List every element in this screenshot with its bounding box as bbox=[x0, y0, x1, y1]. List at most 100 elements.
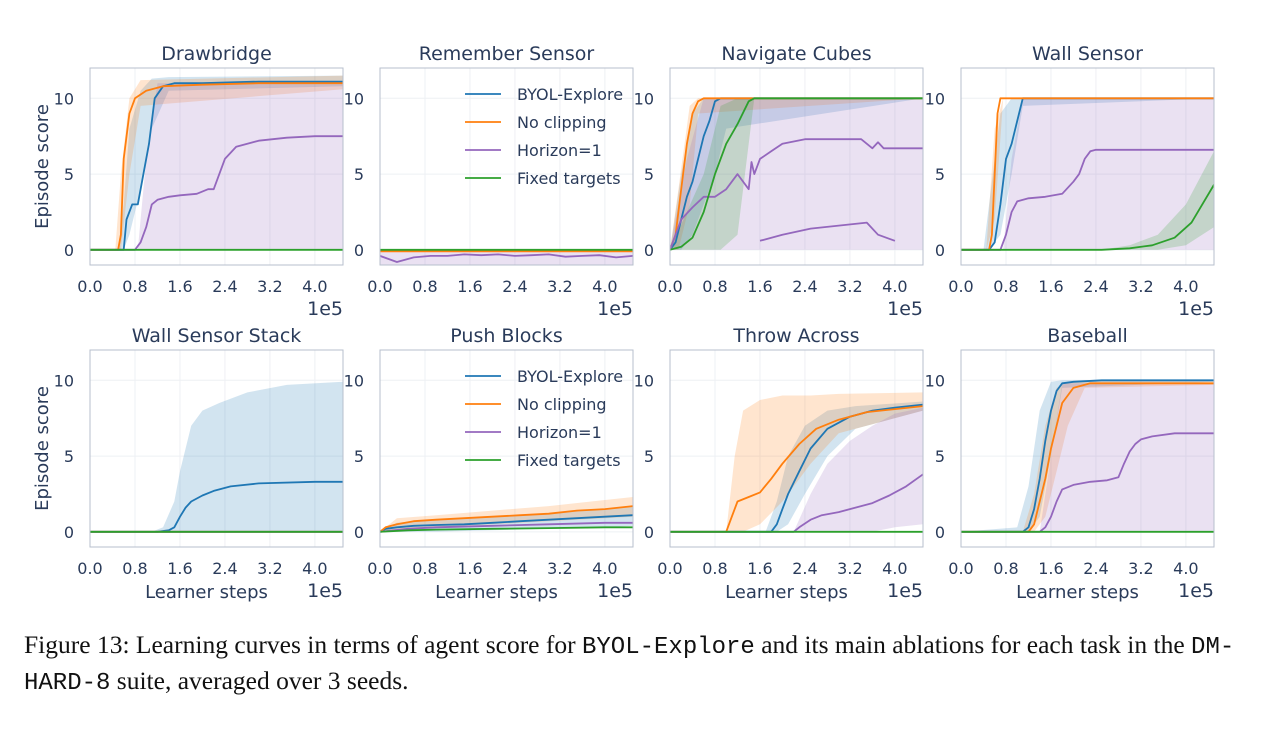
chart-panel-6: Push Blocks 0 5 10 0.0 0.8 1.6 2.4 3.2 4.0 1e5 Lear… bbox=[344, 325, 634, 603]
figure-caption: Figure 13: Learning curves in terms of a… bbox=[24, 628, 1246, 700]
band-byol-explore bbox=[961, 98, 1214, 250]
x-tick-label: 0.0 bbox=[657, 277, 682, 296]
legend-label: Horizon=1 bbox=[517, 141, 602, 160]
x-tick-label: 2.4 bbox=[792, 559, 817, 578]
x-tick-label: 3.2 bbox=[837, 277, 862, 296]
band-horizon-1 bbox=[670, 98, 923, 250]
series-line-byol-explore bbox=[670, 403, 923, 533]
plot-frame bbox=[960, 349, 1215, 548]
caption-code-byol: BYOL-Explore bbox=[582, 634, 755, 661]
x-tick-label: 2.4 bbox=[502, 277, 527, 296]
x-tick-label: 1.6 bbox=[747, 277, 772, 296]
chart-panel-7: Throw Across 0 5 10 0.0 0.8 1.6 2.4 3.2 4.0 1e5 Lea… bbox=[634, 325, 924, 603]
series-line-horizon-1 bbox=[380, 253, 633, 263]
x-tick-label: 2.4 bbox=[212, 277, 237, 296]
x-tick-label: 0.0 bbox=[948, 559, 973, 578]
y-tick-label: 5 bbox=[64, 447, 74, 466]
y-tick-label: 10 bbox=[344, 371, 364, 390]
x-tick-label: 2.4 bbox=[212, 559, 237, 578]
band-fixed-targets bbox=[961, 151, 1214, 250]
y-tick-label: 5 bbox=[644, 165, 654, 184]
x-tick-label: 1.6 bbox=[457, 559, 482, 578]
series-line-horizon-1 bbox=[90, 135, 343, 251]
y-tick-label: 5 bbox=[354, 447, 364, 466]
y-tick-label: 0 bbox=[644, 241, 654, 260]
band-horizon-1 bbox=[961, 383, 1214, 532]
band-horizon-1 bbox=[90, 83, 343, 250]
x-tick-label: 1.6 bbox=[1038, 559, 1063, 578]
y-axis-label: Episode score bbox=[32, 104, 53, 229]
x-tick-label: 0.8 bbox=[122, 559, 147, 578]
series-line-fixed-targets bbox=[380, 526, 633, 533]
caption-text-1: Figure 13: Learning curves in terms of a… bbox=[24, 630, 582, 659]
y-tick-label: 5 bbox=[64, 165, 74, 184]
y-tick-label: 5 bbox=[354, 165, 364, 184]
y-tick-label: 10 bbox=[925, 371, 945, 390]
legend-label: No clipping bbox=[517, 113, 607, 132]
chart-panel-1: Drawbridge 0 5 10 0.0 0.8 1.6 2.4 3.2 4.0 1e5 Episo… bbox=[32, 43, 344, 320]
x-tick-label: 0.8 bbox=[993, 559, 1018, 578]
x-scale-label: 1e5 bbox=[307, 298, 343, 320]
series-line-no-clipping bbox=[961, 382, 1214, 533]
band-byol-explore bbox=[90, 381, 343, 532]
x-scale-label: 1e5 bbox=[1178, 298, 1214, 320]
band-no-clipping bbox=[670, 392, 923, 532]
band-horizon-1 bbox=[961, 98, 1214, 250]
x-tick-label: 0.8 bbox=[993, 277, 1018, 296]
x-axis-label: Learner steps bbox=[145, 582, 268, 603]
x-tick-label: 4.0 bbox=[1173, 277, 1198, 296]
y-tick-label: 0 bbox=[64, 523, 74, 542]
x-tick-label: 2.4 bbox=[792, 277, 817, 296]
x-tick-label: 3.2 bbox=[257, 277, 282, 296]
y-tick-label: 10 bbox=[54, 371, 74, 390]
series-line-byol-explore bbox=[90, 480, 343, 533]
series-line-byol-explore bbox=[961, 97, 1214, 251]
x-scale-label: 1e5 bbox=[597, 580, 633, 602]
chart-title: Wall Sensor bbox=[1032, 43, 1143, 65]
caption-text-2: and its main ablations for each task in … bbox=[754, 630, 1192, 659]
legend-label: Horizon=1 bbox=[517, 423, 602, 442]
x-scale-label: 1e5 bbox=[597, 298, 633, 320]
series-line-no-clipping bbox=[90, 82, 343, 251]
y-tick-label: 0 bbox=[935, 523, 945, 542]
band-byol-explore bbox=[670, 98, 923, 250]
series-line-horizon-1-lower-seed- bbox=[759, 221, 896, 242]
x-tick-label: 1.6 bbox=[167, 559, 192, 578]
y-tick-label: 10 bbox=[634, 371, 654, 390]
x-axis-label: Learner steps bbox=[1016, 582, 1139, 603]
x-tick-label: 3.2 bbox=[1128, 277, 1153, 296]
legend-label: Fixed targets bbox=[517, 169, 621, 188]
x-scale-label: 1e5 bbox=[887, 298, 923, 320]
plot-frame bbox=[379, 67, 634, 266]
y-tick-label: 0 bbox=[64, 241, 74, 260]
y-tick-label: 10 bbox=[344, 89, 364, 108]
x-tick-label: 0.8 bbox=[412, 559, 437, 578]
series-line-fixed-targets bbox=[670, 97, 923, 251]
figure-grid: Drawbridge 0 5 10 0.0 0.8 1.6 2.4 3.2 4.0 1e5 Episo… bbox=[32, 43, 1215, 603]
band-byol-explore bbox=[670, 401, 923, 532]
x-tick-label: 2.4 bbox=[502, 559, 527, 578]
legend-label: BYOL-Explore bbox=[517, 367, 623, 386]
caption-text-3: suite, averaged over 3 seeds. bbox=[110, 666, 409, 695]
x-tick-label: 0.0 bbox=[77, 277, 102, 296]
series-group bbox=[90, 381, 343, 533]
x-tick-label: 0.8 bbox=[702, 277, 727, 296]
chart-panel-8: Baseball 0 5 10 0.0 0.8 1.6 2.4 3.2 4.0 1e5 Learner… bbox=[925, 325, 1215, 603]
band-horizon-1 bbox=[670, 407, 923, 532]
y-tick-label: 0 bbox=[935, 241, 945, 260]
chart-panel-3: Navigate Cubes 0 5 10 0.0 0.8 1.6 2.4 3.2 4.0 1e5 bbox=[634, 43, 924, 320]
chart-title: Wall Sensor Stack bbox=[132, 325, 302, 347]
y-tick-label: 10 bbox=[54, 89, 74, 108]
x-tick-label: 4.0 bbox=[1173, 559, 1198, 578]
x-tick-label: 4.0 bbox=[302, 277, 327, 296]
caption-code-suite: DM-HARD-8 bbox=[24, 634, 1235, 697]
chart-title: Remember Sensor bbox=[419, 43, 595, 65]
series-line-horizon-1 bbox=[670, 473, 923, 533]
series-line-byol-explore bbox=[961, 379, 1214, 533]
legend-label: Fixed targets bbox=[517, 451, 621, 470]
chart-title: Baseball bbox=[1047, 325, 1128, 347]
x-tick-label: 1.6 bbox=[1038, 277, 1063, 296]
band-byol-explore bbox=[90, 75, 343, 250]
plot-frame bbox=[669, 67, 924, 266]
legend-label: BYOL-Explore bbox=[517, 85, 623, 104]
